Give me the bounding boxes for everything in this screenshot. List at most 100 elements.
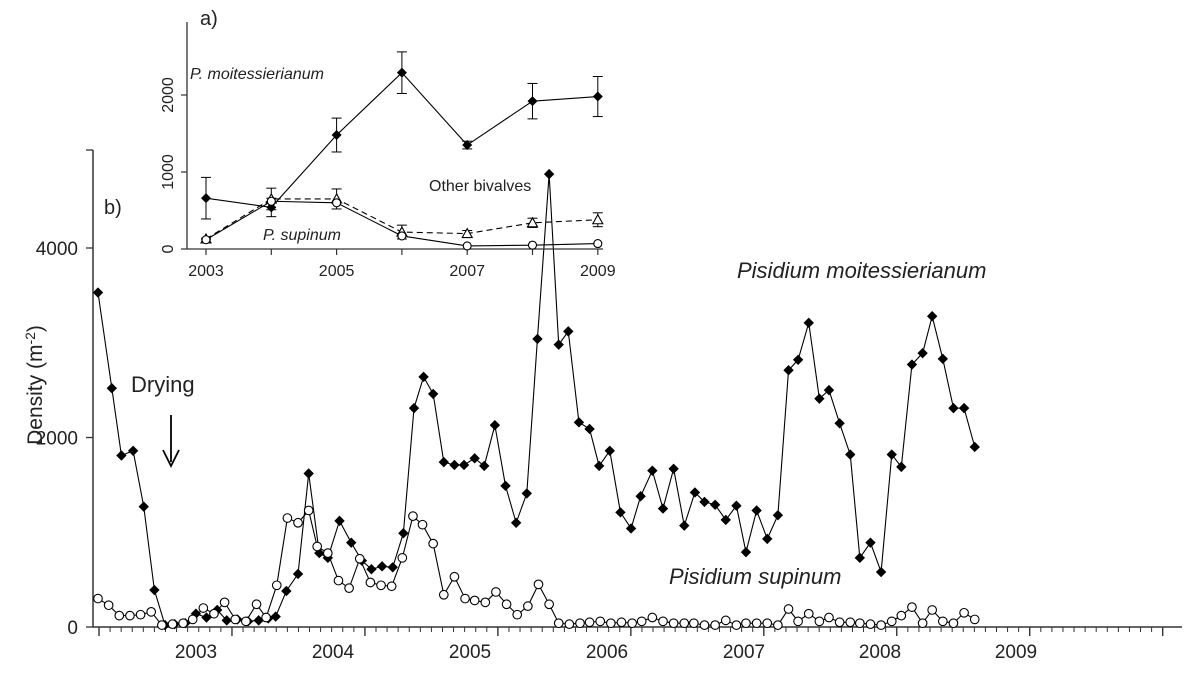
- point-supinum: [386, 581, 397, 592]
- point-moitessierianum: [427, 388, 439, 400]
- point-supinum: [699, 620, 710, 630]
- point-supinum: [241, 616, 251, 627]
- inset-point-other-bivalves: [461, 227, 474, 239]
- inset-point-supinum: [266, 196, 276, 206]
- point-moitessierianum: [553, 339, 564, 350]
- point-moitessierianum: [211, 604, 223, 616]
- point-supinum: [167, 619, 178, 630]
- point-supinum: [605, 618, 616, 629]
- inset-y-ticks: 0 1000 2000: [160, 77, 187, 253]
- point-moitessierianum: [292, 568, 304, 580]
- point-moitessierianum: [783, 365, 794, 376]
- point-moitessierianum: [969, 441, 980, 453]
- inset-point-moitessierianum: [592, 91, 603, 102]
- point-supinum: [679, 618, 690, 629]
- point-supinum: [937, 616, 948, 627]
- point-supinum: [544, 599, 554, 610]
- point-moitessierianum: [762, 533, 773, 545]
- main-panel-label: b): [104, 197, 122, 219]
- point-moitessierianum: [814, 393, 825, 404]
- point-moitessierianum: [699, 496, 710, 508]
- point-moitessierianum: [92, 287, 104, 298]
- point-moitessierianum: [792, 354, 804, 366]
- point-supinum: [303, 505, 314, 516]
- inset-point-other-bivalves: [591, 213, 604, 225]
- point-moitessierianum: [418, 371, 429, 383]
- point-moitessierianum: [740, 546, 752, 558]
- point-moitessierianum: [584, 423, 595, 435]
- y-label-sup: -2: [22, 332, 38, 345]
- point-moitessierianum: [253, 615, 264, 626]
- point-supinum: [845, 617, 856, 628]
- point-moitessierianum: [438, 456, 449, 468]
- inset-y-tick-label: 1000: [160, 154, 177, 190]
- point-moitessierianum: [854, 552, 866, 564]
- inset-x-tick-label: 2009: [580, 263, 616, 280]
- point-supinum: [876, 620, 886, 630]
- point-supinum: [469, 595, 480, 606]
- point-moitessierianum: [917, 347, 928, 359]
- point-supinum: [959, 607, 969, 618]
- point-supinum: [135, 609, 146, 620]
- point-supinum: [480, 597, 491, 608]
- point-supinum: [376, 580, 386, 591]
- main-y-tick-label: 2000: [36, 429, 78, 450]
- point-moitessierianum: [510, 517, 522, 528]
- point-supinum: [751, 618, 762, 629]
- point-supinum: [146, 606, 157, 617]
- point-supinum: [397, 552, 408, 563]
- point-supinum: [948, 618, 959, 629]
- main-x-tick-label: 2007: [723, 642, 765, 663]
- point-moitessierianum: [469, 453, 480, 464]
- point-supinum: [261, 612, 271, 623]
- inset-x-tick-label: 2003: [188, 263, 224, 280]
- point-supinum: [114, 610, 125, 621]
- point-supinum: [564, 619, 575, 630]
- point-moitessierianum: [149, 584, 160, 596]
- point-moitessierianum: [657, 503, 669, 514]
- point-supinum: [927, 605, 938, 615]
- inset-point-moitessierianum: [462, 140, 473, 151]
- point-supinum: [720, 615, 731, 626]
- point-supinum: [198, 603, 209, 613]
- point-supinum: [886, 616, 897, 627]
- label-moitessierianum: Pisidium moitessierianum: [737, 258, 986, 283]
- label-supinum: Pisidium supinum: [669, 564, 841, 589]
- point-moitessierianum: [751, 505, 762, 516]
- point-moitessierianum: [926, 311, 938, 322]
- point-supinum: [365, 577, 376, 588]
- point-moitessierianum: [625, 523, 637, 534]
- drying-annotation: Drying: [131, 372, 195, 397]
- main-markers: [92, 168, 980, 631]
- point-supinum: [824, 612, 834, 623]
- point-supinum: [312, 541, 323, 552]
- point-moitessierianum: [720, 514, 731, 526]
- point-moitessierianum: [449, 459, 460, 471]
- point-moitessierianum: [635, 491, 646, 502]
- point-supinum: [668, 618, 679, 629]
- drying-arrow: [162, 415, 180, 469]
- point-moitessierianum: [679, 520, 690, 531]
- point-moitessierianum: [615, 507, 626, 518]
- main-x-ticks: 2003 2004 2005 2006 2007 2008 2009: [98, 627, 1164, 663]
- point-supinum: [616, 617, 627, 628]
- point-supinum: [322, 548, 333, 558]
- point-supinum: [636, 616, 647, 627]
- point-supinum: [834, 617, 845, 628]
- inset-x-tick-label: 2005: [319, 263, 355, 280]
- point-moitessierianum: [127, 445, 139, 456]
- inset-point-supinum: [527, 240, 538, 250]
- point-supinum: [512, 609, 523, 620]
- main-x-tick-label: 2006: [586, 642, 628, 663]
- point-supinum: [219, 597, 230, 608]
- point-moitessierianum: [709, 499, 721, 510]
- point-supinum: [438, 589, 449, 600]
- point-supinum: [428, 538, 439, 549]
- main-x-tick-label: 2008: [859, 642, 901, 663]
- point-moitessierianum: [647, 465, 658, 476]
- point-supinum: [762, 618, 773, 629]
- point-supinum: [460, 593, 470, 604]
- point-moitessierianum: [834, 418, 845, 429]
- point-supinum: [417, 519, 428, 530]
- inset-y-tick-label: 2000: [160, 77, 177, 113]
